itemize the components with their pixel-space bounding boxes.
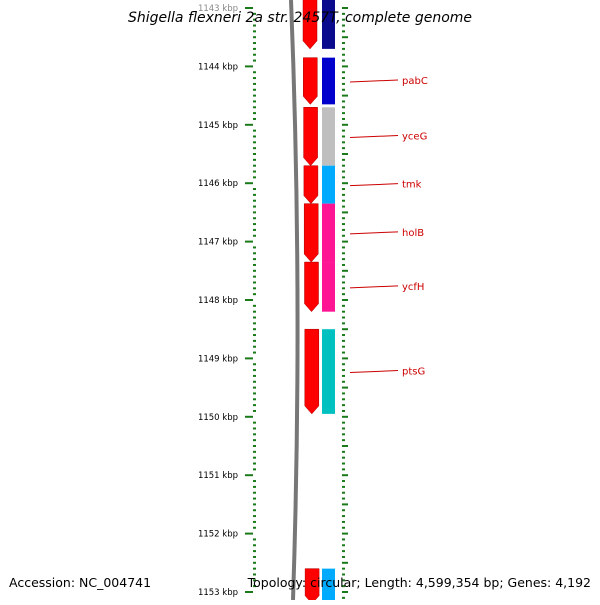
ruler-tick-label: 1153 kbp (198, 588, 238, 598)
gene-label-leader (349, 183, 399, 187)
ruler-tick-label: 1150 kbp (198, 413, 238, 423)
genome-summary: Topology: circular; Length: 4,599,354 bp… (247, 575, 591, 590)
ruler-tick-label: 1145 kbp (198, 121, 238, 131)
cds-arrow (302, 0, 318, 50)
cds-arrow (303, 165, 319, 205)
ruler-tick-label: 1151 kbp (198, 471, 238, 481)
cds-arrow (303, 203, 319, 263)
cog-block (322, 329, 335, 414)
gene-label-leader (349, 231, 399, 235)
gene-label: pabC (402, 76, 428, 87)
ruler-tick-label: 1152 kbp (198, 530, 238, 540)
gene-label-leader (349, 134, 399, 138)
cds-arrow (303, 107, 318, 167)
cog-block (322, 0, 335, 49)
gene-label-leader (349, 79, 399, 83)
map-title: Shigella flexneri 2a str. 2457T, complet… (127, 10, 473, 26)
cds-arrow (304, 328, 320, 415)
gene-label: yceG (402, 131, 427, 142)
gene-label: tmk (402, 180, 422, 191)
cog-block (322, 203, 335, 263)
gene-label: holB (402, 228, 424, 239)
ruler-tick-label: 1148 kbp (198, 296, 238, 306)
gene-label: ptsG (402, 367, 425, 378)
ruler-tick-label: 1144 kbp (198, 62, 238, 72)
cog-block (322, 57, 335, 105)
gene-label: ycfH (402, 282, 424, 293)
cog-block (322, 568, 335, 604)
accession-label: Accession: NC_004741 (9, 575, 152, 590)
ruler-tick-label: 1143 kbp (198, 4, 238, 14)
gene-label-leader (349, 285, 399, 289)
cog-block (322, 107, 335, 166)
genome-backbone (289, 0, 300, 601)
cog-block (322, 165, 335, 204)
gene-label-leader (349, 370, 399, 374)
cds-arrow (303, 57, 318, 105)
cog-block (322, 262, 335, 312)
ruler-tick-label: 1149 kbp (198, 354, 238, 364)
cds-arrow (304, 261, 319, 313)
ruler-tick-label: 1146 kbp (198, 179, 238, 189)
ruler-tick-label: 1147 kbp (198, 238, 238, 248)
